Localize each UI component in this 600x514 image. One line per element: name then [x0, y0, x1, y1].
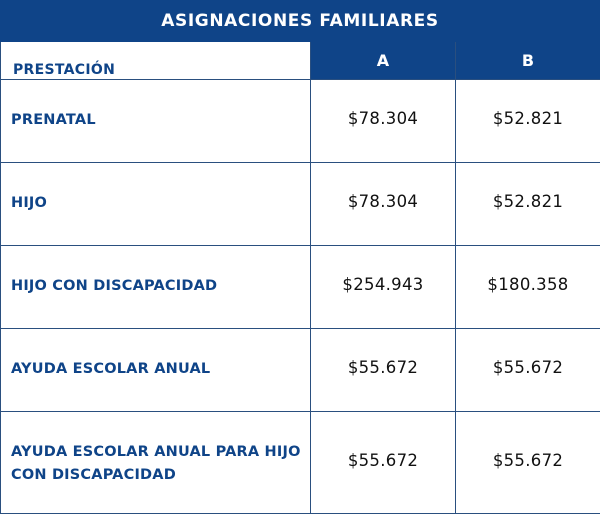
header-column-a: A [310, 42, 456, 80]
table-row: HIJO $78.304 $52.821 [0, 161, 600, 246]
row-value-b: $52.821 [455, 161, 600, 246]
row-value-b: $180.358 [455, 244, 600, 329]
header-column-b: B [455, 42, 600, 80]
row-value-a: $254.943 [310, 244, 456, 329]
row-value-b: $55.672 [455, 410, 600, 514]
row-value-a: $55.672 [310, 327, 456, 412]
table-title: ASIGNACIONES FAMILIARES [0, 0, 600, 42]
row-label-hijo-discapacidad: HIJO CON DISCAPACIDAD [0, 244, 311, 329]
row-value-a: $55.672 [310, 410, 456, 514]
benefits-table: PRESTACIÓN A B PRENATAL $78.304 $52.821 … [0, 42, 600, 514]
row-value-b: $52.821 [455, 78, 600, 163]
row-label-prenatal: PRENATAL [0, 78, 311, 163]
row-label-ayuda-escolar: AYUDA ESCOLAR ANUAL [0, 327, 311, 412]
table-header: PRESTACIÓN A B [0, 42, 600, 80]
table-row: AYUDA ESCOLAR ANUAL PARA HIJO CON DISCAP… [0, 410, 600, 514]
row-value-b: $55.672 [455, 327, 600, 412]
table-row: AYUDA ESCOLAR ANUAL $55.672 $55.672 [0, 327, 600, 412]
table-body: PRENATAL $78.304 $52.821 HIJO $78.304 $5… [0, 78, 600, 514]
row-label-ayuda-escolar-discapacidad: AYUDA ESCOLAR ANUAL PARA HIJO CON DISCAP… [0, 410, 311, 514]
header-benefit: PRESTACIÓN [0, 42, 311, 80]
table-row: PRENATAL $78.304 $52.821 [0, 78, 600, 163]
row-value-a: $78.304 [310, 78, 456, 163]
table-row: HIJO CON DISCAPACIDAD $254.943 $180.358 [0, 244, 600, 329]
row-label-hijo: HIJO [0, 161, 311, 246]
row-value-a: $78.304 [310, 161, 456, 246]
